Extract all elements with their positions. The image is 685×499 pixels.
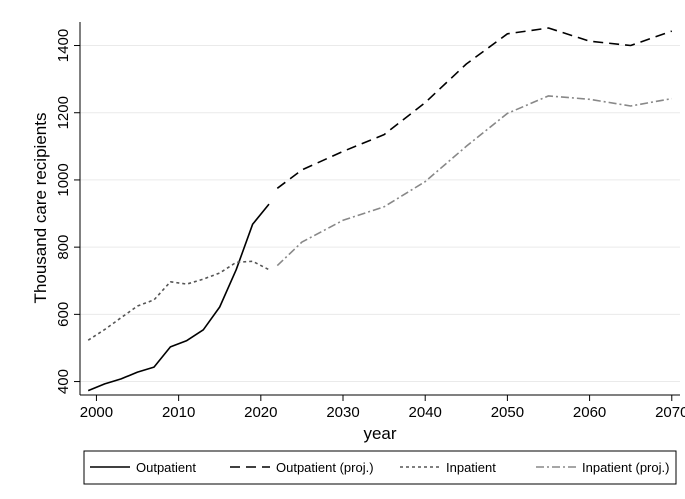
y-tick-label: 600 (55, 302, 72, 327)
y-axis-title: Thousand care recipients (31, 113, 50, 304)
axes (79, 22, 680, 396)
x-tick-label: 2030 (326, 404, 359, 421)
x-tick-label: 2000 (80, 404, 113, 421)
series-line-4 (276, 95, 672, 267)
y-ticks: 400 600 800 1000 1200 1400 (55, 29, 80, 394)
series-lines (87, 27, 673, 392)
x-ticks: 2000 2010 2020 2030 2040 2050 2060 2070 (80, 395, 685, 421)
series-line-3 (87, 260, 270, 341)
x-tick-label: 2070 (655, 404, 685, 421)
x-tick-label: 2040 (409, 404, 442, 421)
y-tick-label: 400 (55, 369, 72, 394)
legend-box (83, 450, 677, 485)
legend-label: Outpatient (proj.) (276, 460, 374, 475)
x-tick-label: 2060 (573, 404, 606, 421)
series-line-2 (276, 27, 673, 189)
legend-label: Inpatient (proj.) (582, 460, 669, 475)
y-tick-label: 1000 (55, 163, 72, 196)
x-tick-label: 2050 (491, 404, 524, 421)
x-tick-label: 2010 (162, 404, 195, 421)
legend: Outpatient Outpatient (proj.) Inpatient Inp… (83, 450, 677, 485)
legend-label: Inpatient (446, 460, 496, 475)
x-tick-label: 2020 (244, 404, 277, 421)
y-tick-label: 1400 (55, 29, 72, 62)
legend-label: Outpatient (136, 460, 196, 475)
y-tick-label: 1200 (55, 96, 72, 129)
x-axis-title: year (363, 424, 396, 443)
y-tick-label: 800 (55, 235, 72, 260)
gridlines (80, 45, 680, 383)
